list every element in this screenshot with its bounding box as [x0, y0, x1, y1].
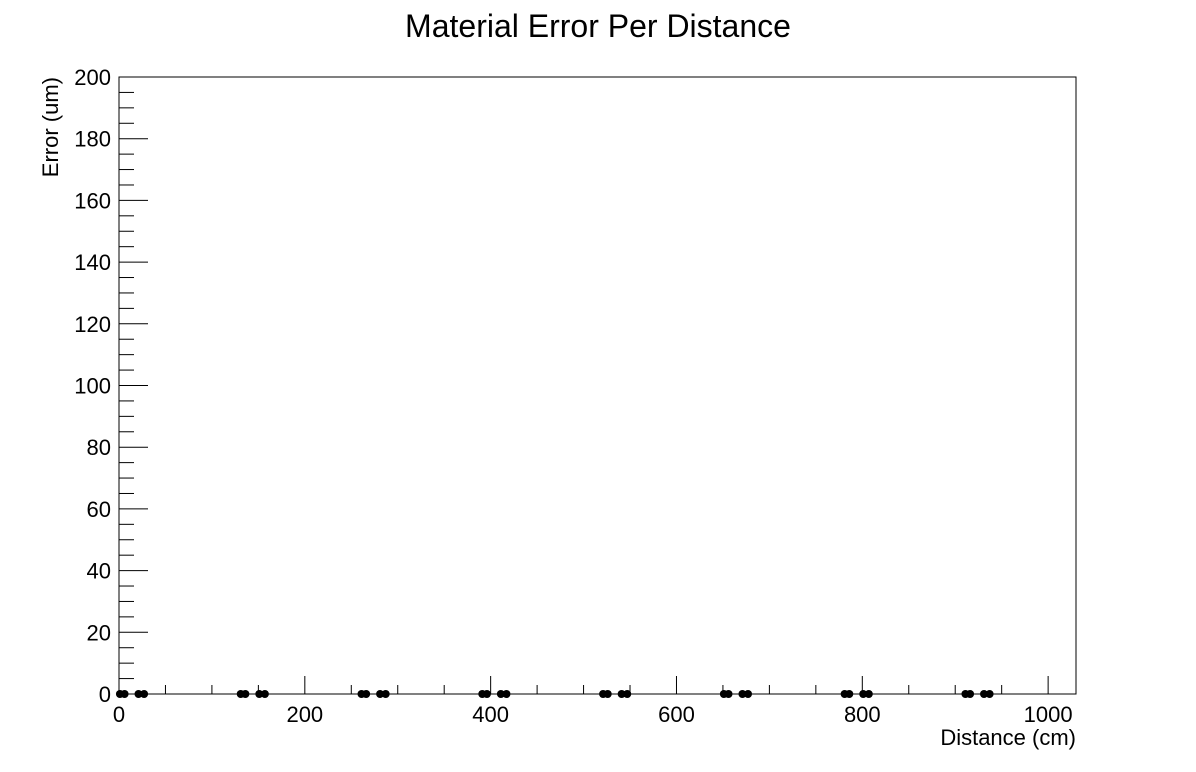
y-tick-label: 120 — [74, 312, 111, 337]
chart-title: Material Error Per Distance — [405, 8, 791, 44]
y-tick-label: 180 — [74, 127, 111, 152]
x-ticks: 0 200 400 600 800 1000 — [113, 676, 1073, 727]
y-ticks: 0 20 40 60 80 100 120 140 160 180 200 — [74, 65, 148, 707]
data-point — [241, 690, 250, 698]
data-point — [362, 690, 371, 698]
y-tick-label: 100 — [74, 374, 111, 399]
data-point — [120, 690, 129, 698]
y-tick-label: 20 — [87, 620, 111, 645]
y-tick-label: 200 — [74, 65, 111, 90]
y-tick-label: 0 — [99, 682, 111, 707]
x-tick-label: 1000 — [1024, 702, 1073, 727]
y-tick-label: 60 — [87, 497, 111, 522]
y-tick-label: 140 — [74, 250, 111, 275]
data-point — [140, 690, 149, 698]
data-point — [376, 690, 385, 698]
data-points — [115, 690, 994, 698]
data-point — [980, 690, 989, 698]
y-tick-label: 80 — [87, 435, 111, 460]
data-point — [724, 690, 733, 698]
data-point — [738, 690, 747, 698]
y-tick-label: 40 — [87, 559, 111, 584]
data-point — [985, 690, 994, 698]
y-minor-ticks — [119, 91, 134, 680]
x-axis-label: Distance (cm) — [940, 725, 1076, 750]
x-minor-ticks — [164, 685, 1003, 694]
data-point — [864, 690, 873, 698]
data-point — [502, 690, 511, 698]
x-tick-label: 200 — [286, 702, 323, 727]
data-point — [623, 690, 632, 698]
data-point — [381, 690, 390, 698]
data-point — [134, 690, 143, 698]
data-point — [617, 690, 626, 698]
x-tick-label: 400 — [472, 702, 509, 727]
data-point — [255, 690, 264, 698]
plot-frame — [118, 76, 1077, 695]
data-point — [603, 690, 612, 698]
data-point — [744, 690, 753, 698]
data-point — [482, 690, 491, 698]
x-tick-label: 800 — [844, 702, 881, 727]
data-point — [845, 690, 854, 698]
y-axis-label: Error (um) — [38, 77, 63, 177]
y-tick-label: 160 — [74, 188, 111, 213]
x-tick-label: 600 — [658, 702, 695, 727]
data-point — [260, 690, 269, 698]
data-point — [496, 690, 505, 698]
data-point — [966, 690, 975, 698]
data-point — [859, 690, 868, 698]
x-tick-label: 0 — [113, 702, 125, 727]
